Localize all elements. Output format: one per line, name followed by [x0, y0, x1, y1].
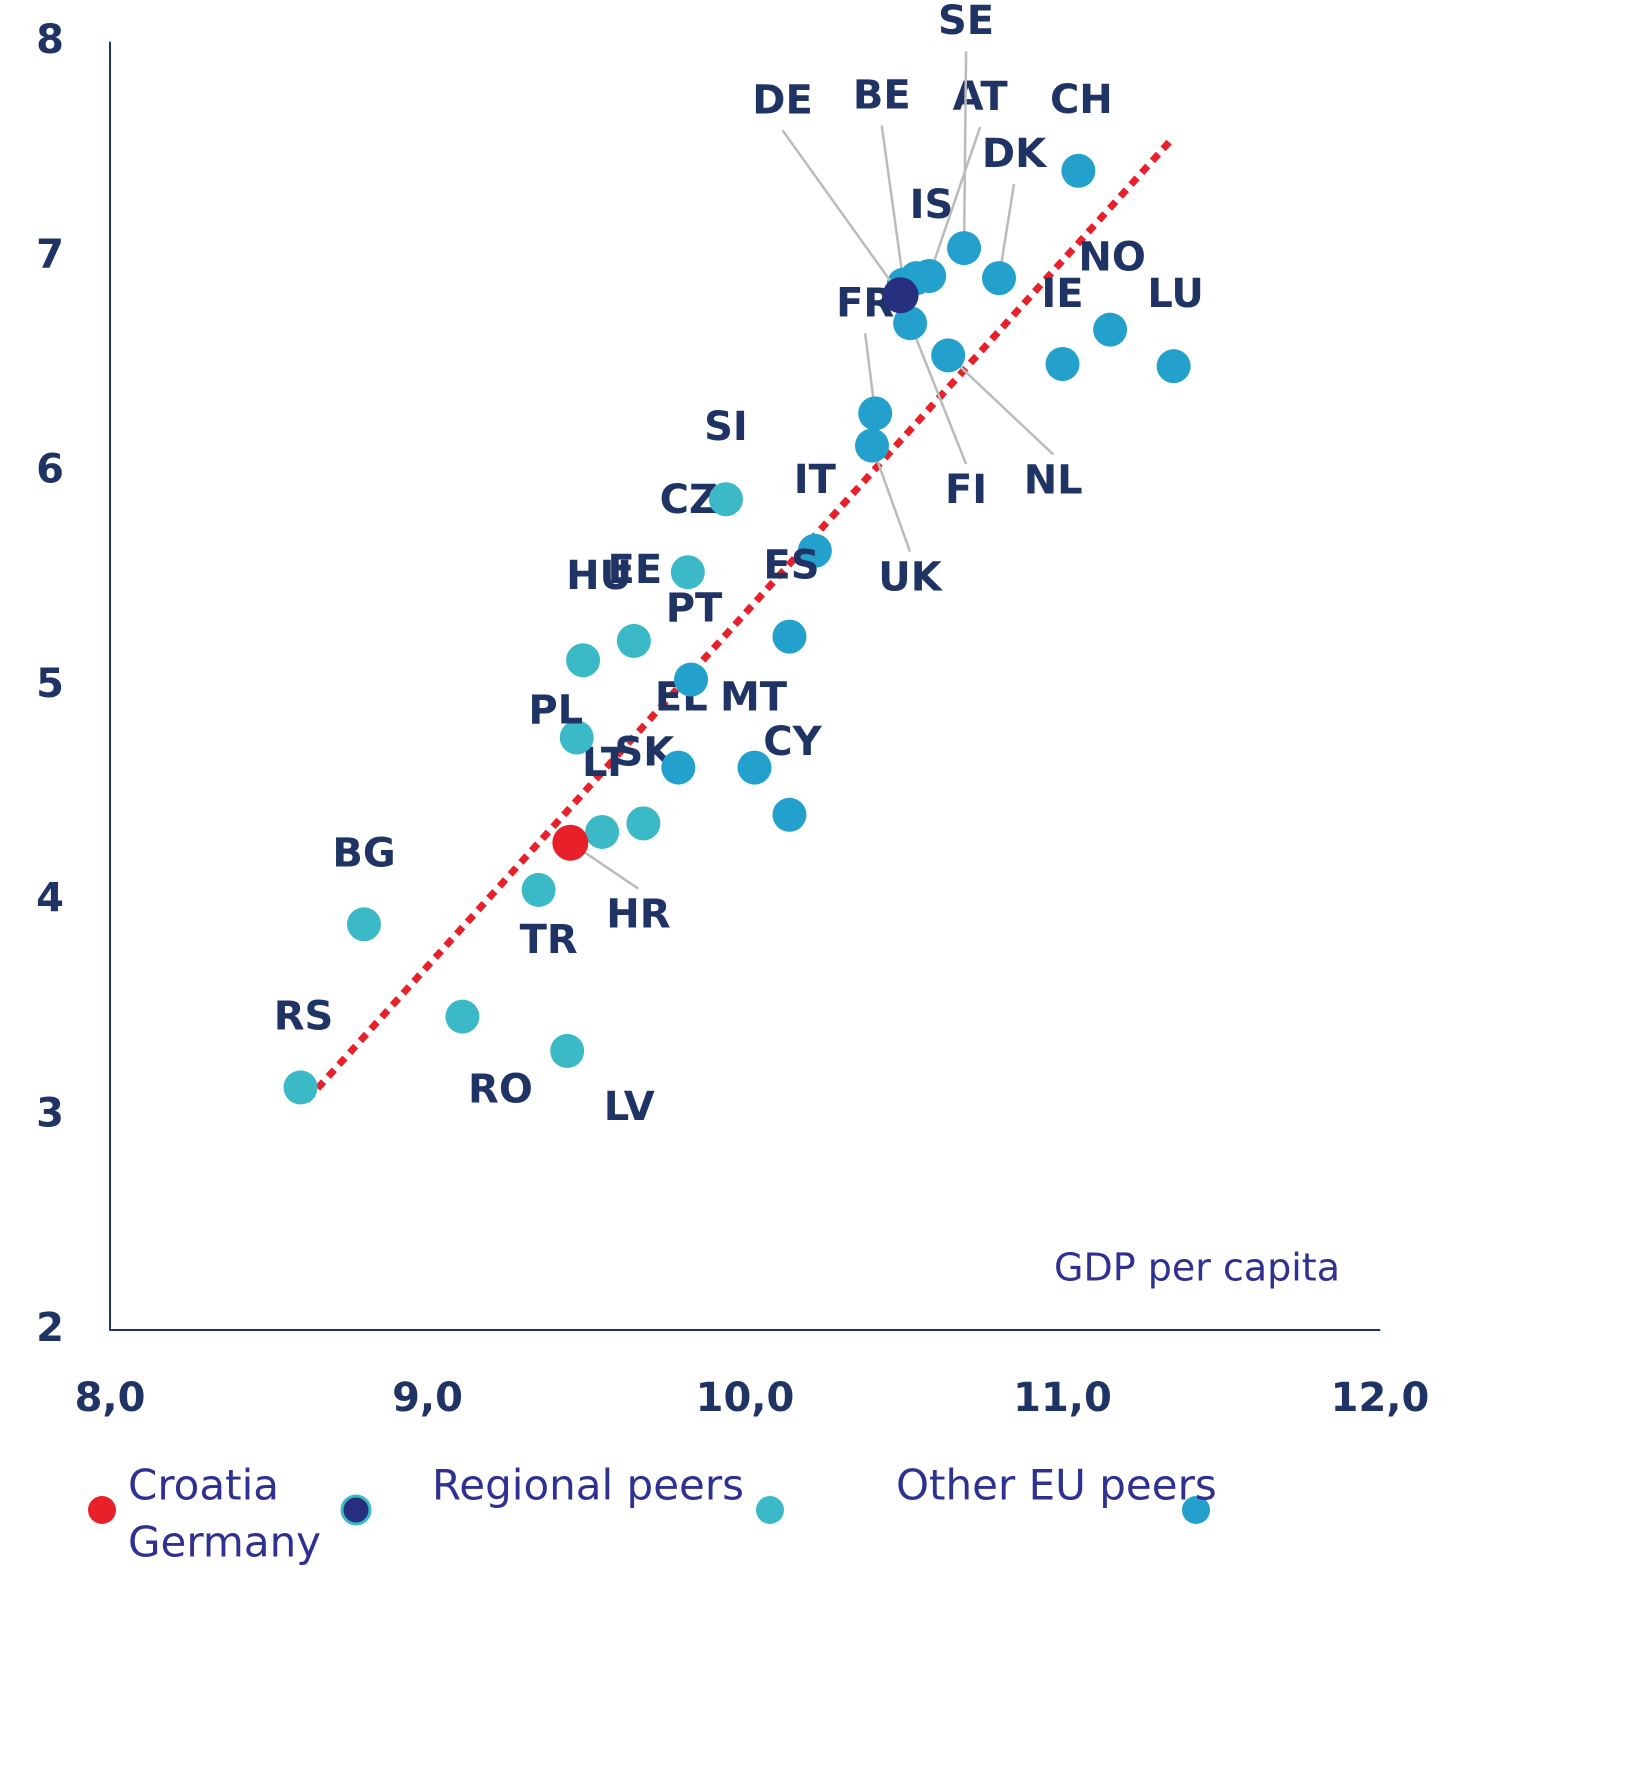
- y-tick-label: 5: [36, 661, 64, 707]
- point-label: NL: [1024, 457, 1083, 503]
- point: [737, 750, 772, 785]
- point: [521, 872, 556, 907]
- point: [1045, 347, 1080, 381]
- point: [982, 261, 1016, 296]
- point-label: LU: [1147, 271, 1204, 317]
- point-label: IT: [794, 457, 837, 503]
- point: [1061, 153, 1096, 188]
- point: [585, 814, 620, 849]
- point: [1093, 312, 1128, 347]
- point-label: LV: [604, 1084, 655, 1130]
- y-tick-label: 7: [36, 232, 64, 278]
- legend-label: Other EU peers: [896, 1461, 1217, 1510]
- y-tick-label: 4: [36, 876, 64, 922]
- point-label: RO: [468, 1067, 533, 1113]
- leader-line: [927, 126, 982, 277]
- x-tick-label: 11,0: [1013, 1375, 1112, 1421]
- point: [797, 533, 832, 568]
- point: [1156, 349, 1191, 384]
- point: [772, 797, 807, 832]
- leader-line: [962, 51, 968, 249]
- point: [566, 643, 601, 678]
- point-label: BE: [853, 73, 911, 119]
- point: [882, 277, 919, 314]
- point-label: EE: [608, 547, 663, 593]
- point: [661, 750, 696, 785]
- point: [347, 907, 381, 942]
- point: [708, 482, 743, 517]
- trendline: [304, 138, 1174, 1103]
- leader-line: [870, 445, 912, 552]
- point-label: ES: [763, 543, 819, 589]
- legend-marker: [340, 1494, 372, 1526]
- point: [670, 555, 705, 590]
- y-tick-label: 2: [36, 1305, 64, 1351]
- point: [893, 306, 928, 341]
- y-tick-label: 3: [36, 1090, 64, 1136]
- legend-label: Germany: [128, 1518, 321, 1567]
- y-tick-label: 8: [36, 17, 64, 63]
- leader-line: [781, 129, 902, 297]
- point-label: HU: [566, 553, 632, 599]
- legend-marker: [88, 1496, 116, 1524]
- point-label: PT: [666, 586, 723, 632]
- legend-label: Croatia: [128, 1461, 279, 1510]
- legend-marker: [1182, 1496, 1210, 1524]
- point-label: NO: [1078, 235, 1145, 281]
- leader-line: [947, 354, 1055, 456]
- leader-line: [880, 125, 905, 285]
- leader-line: [908, 322, 968, 465]
- point: [947, 231, 982, 266]
- point: [772, 619, 807, 654]
- y-tick-label: 6: [36, 446, 64, 492]
- point-label: PL: [528, 688, 583, 734]
- point: [855, 428, 889, 463]
- point: [626, 806, 661, 841]
- point: [559, 720, 594, 755]
- point: [674, 662, 709, 697]
- point-label: RS: [274, 993, 334, 1039]
- point-label: HR: [606, 892, 670, 938]
- point: [858, 396, 893, 431]
- point-label: MT: [720, 675, 788, 721]
- point-label: TR: [520, 917, 578, 963]
- point-label: SI: [704, 404, 748, 450]
- point: [552, 824, 589, 861]
- point-label: DE: [752, 77, 813, 123]
- point-label: FI: [945, 467, 987, 513]
- point: [283, 1070, 318, 1105]
- point: [616, 623, 651, 658]
- x-tick-label: 10,0: [696, 1375, 795, 1421]
- point: [445, 999, 480, 1034]
- point-label: IS: [910, 182, 954, 228]
- legend-marker: [756, 1496, 784, 1524]
- point-label: AT: [953, 74, 1009, 120]
- point: [550, 1033, 585, 1068]
- x-tick-label: 8,0: [75, 1375, 146, 1421]
- point: [931, 338, 966, 373]
- point-label: CH: [1050, 77, 1113, 123]
- x-tick-label: 12,0: [1331, 1375, 1430, 1421]
- point-label: BG: [332, 830, 395, 876]
- point-label: SE: [938, 0, 994, 44]
- point-label: IE: [1041, 271, 1083, 317]
- point-label: CZ: [660, 477, 718, 523]
- point: [912, 258, 947, 293]
- point-label: CY: [763, 719, 822, 765]
- point-label: DK: [982, 131, 1048, 177]
- x-tick-label: 9,0: [392, 1375, 463, 1421]
- legend-label: Regional peers: [432, 1461, 744, 1510]
- x-axis-label: GDP per capita: [1054, 1246, 1340, 1290]
- point-label: UK: [878, 555, 943, 601]
